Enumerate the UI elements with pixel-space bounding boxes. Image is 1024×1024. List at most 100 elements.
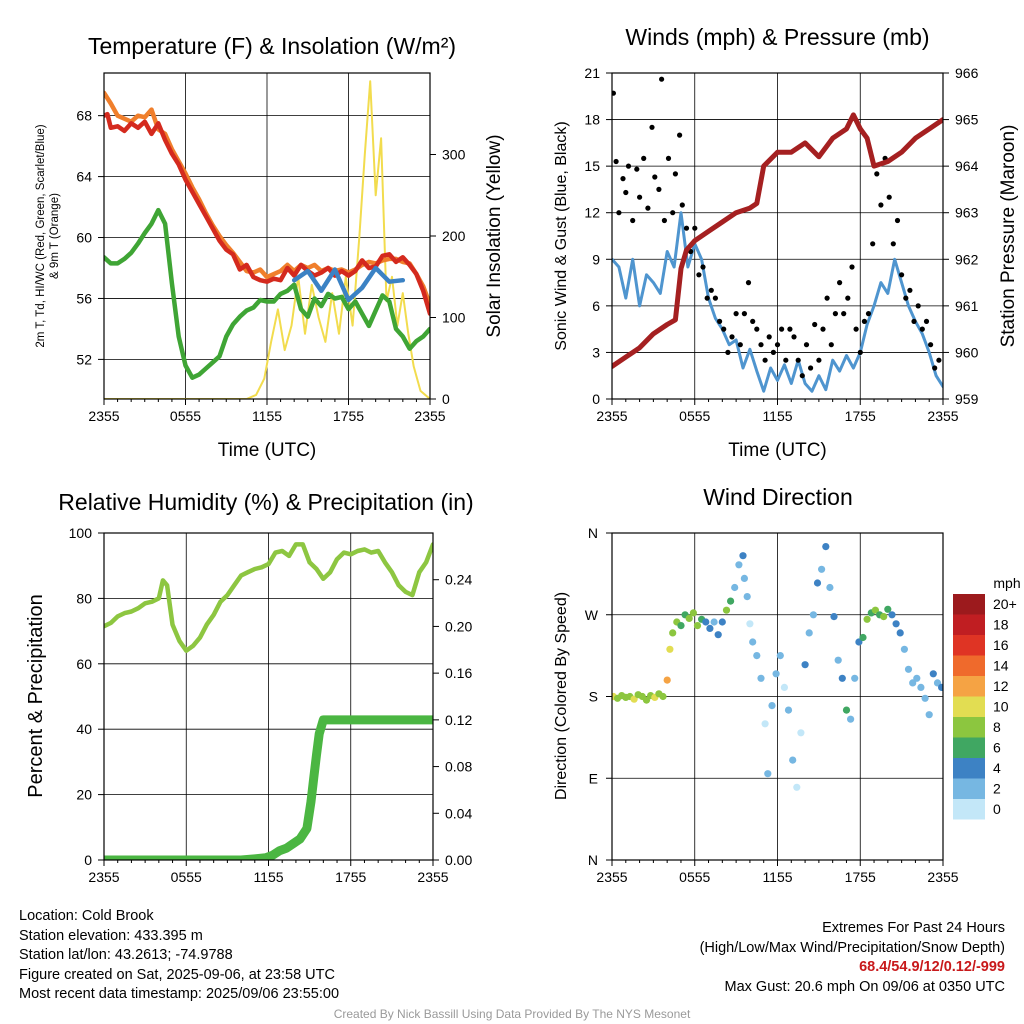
gust-point — [700, 264, 706, 270]
legend-label: 6 — [993, 740, 1001, 756]
direction-tick-label: S — [589, 689, 598, 705]
gust-point — [661, 217, 668, 224]
legend-label: 12 — [993, 678, 1009, 694]
humidity-plot-area: 2355 0555 1155 1755 23550204060801000.000.04… — [69, 525, 473, 885]
x-tick-label: 1155 — [252, 408, 282, 424]
y2-tick-label: 0.24 — [445, 572, 472, 588]
extremes-fields: (High/Low/Max Wind/Precipitation/Snow De… — [699, 939, 1005, 956]
gust-point — [816, 357, 822, 363]
direction-point — [917, 683, 925, 692]
humidity-title: Relative Humidity (%) & Precipitation (i… — [58, 489, 473, 515]
x-tick-label: 2355 — [88, 408, 119, 424]
y2-tick-label: 962 — [955, 251, 979, 267]
temperature-plot-area: 2355 0555 1155 1755 2355 52 56 60 64 68 0 100 200 300 — [76, 72, 466, 424]
direction-point — [929, 670, 937, 678]
latlon-text: Station lat/lon: 43.2613; -74.9788 — [19, 947, 233, 964]
gust-point — [787, 326, 793, 332]
legend-swatch — [953, 737, 985, 758]
gust-point — [903, 295, 909, 301]
extremes-info: Extremes For Past 24 Hours (High/Low/Max… — [700, 919, 1005, 997]
gust-point — [665, 155, 672, 161]
gust-point — [907, 287, 913, 293]
y-tick-label: 56 — [76, 290, 92, 306]
legend-swatch — [953, 676, 985, 697]
x-tick-label: 2355 — [927, 869, 958, 885]
gust-point — [708, 287, 714, 293]
x-tick-label: 2355 — [927, 408, 958, 424]
gust-point — [630, 217, 636, 224]
gust-point — [729, 334, 735, 340]
y-tick-label: 3 — [592, 344, 600, 360]
recent-data-text: Most recent data timestamp: 2025/09/06 2… — [19, 986, 340, 1003]
temperature-xlabel: Time (UTC) — [218, 440, 317, 461]
direction-point — [685, 614, 693, 623]
direction-point — [776, 652, 784, 660]
gust-point — [857, 349, 863, 355]
legend-label: 4 — [993, 760, 1001, 776]
y2-tick-label: 960 — [955, 344, 979, 360]
y2-tick-label: 965 — [955, 112, 979, 128]
gust-point — [837, 280, 843, 286]
legend-swatch — [953, 614, 985, 635]
x-tick-label: 0555 — [679, 408, 710, 424]
direction-point — [830, 613, 838, 621]
direction-point — [925, 711, 933, 719]
legend-label: 0 — [993, 801, 1001, 817]
direction-point — [888, 611, 896, 619]
direction-point — [822, 543, 830, 551]
direction-tick-label: N — [588, 852, 598, 868]
winds-xlabel: Time (UTC) — [728, 440, 827, 461]
direction-point — [909, 679, 917, 687]
gust-point — [758, 342, 764, 348]
legend-label: 18 — [993, 617, 1009, 633]
gust-point — [791, 334, 797, 340]
temperature-series — [104, 80, 430, 399]
legend-label: 14 — [993, 658, 1009, 674]
gust-point — [652, 174, 658, 180]
direction-series — [612, 543, 943, 791]
direction-point — [743, 593, 751, 601]
direction-point — [714, 631, 722, 639]
direction-point — [757, 674, 765, 682]
temperature-title: Temperature (F) & Insolation (W/m²) — [88, 33, 456, 59]
direction-point — [669, 629, 677, 637]
gust-point — [870, 241, 876, 247]
y-tick-label: 18 — [584, 112, 600, 128]
gust-point — [832, 311, 839, 317]
legend-swatch — [953, 799, 985, 820]
direction-point — [809, 611, 818, 619]
legend-label: 20+ — [993, 596, 1017, 612]
sonic-wind-line — [612, 211, 943, 393]
pressure-line — [612, 112, 943, 369]
y2-tick-label: 0.20 — [445, 618, 472, 634]
direction-point — [749, 638, 757, 646]
gust-point — [899, 272, 905, 278]
gust-point — [649, 124, 655, 130]
direction-point — [818, 565, 826, 573]
precip-line — [104, 715, 433, 860]
y2-tick-label: 0 — [442, 391, 450, 407]
rh-line — [104, 542, 433, 653]
direction-point — [780, 683, 789, 692]
direction-point — [938, 683, 943, 691]
gust-point — [613, 158, 619, 165]
gust-point — [625, 163, 632, 169]
direction-point — [838, 674, 846, 682]
direction-tick-label: W — [585, 607, 599, 623]
gust-point — [616, 210, 622, 216]
y-tick-label: 60 — [76, 656, 92, 672]
direction-point — [884, 605, 892, 613]
station-info: Location: Cold Brook Station elevation: … — [19, 907, 339, 1005]
x-tick-label: 2355 — [88, 869, 119, 885]
temperature-ylabel-line2: & 9m T (Orange) — [49, 193, 61, 279]
gust-point — [853, 326, 859, 332]
gust-point — [894, 217, 901, 224]
y-tick-label: 52 — [76, 351, 92, 367]
direction-point — [826, 583, 834, 592]
direction-point — [871, 606, 880, 614]
y-tick-label: 68 — [76, 108, 92, 124]
insolation-ylabel: Solar Insolation (Yellow) — [484, 134, 505, 337]
legend-swatch — [953, 778, 985, 799]
direction-point — [784, 706, 793, 714]
